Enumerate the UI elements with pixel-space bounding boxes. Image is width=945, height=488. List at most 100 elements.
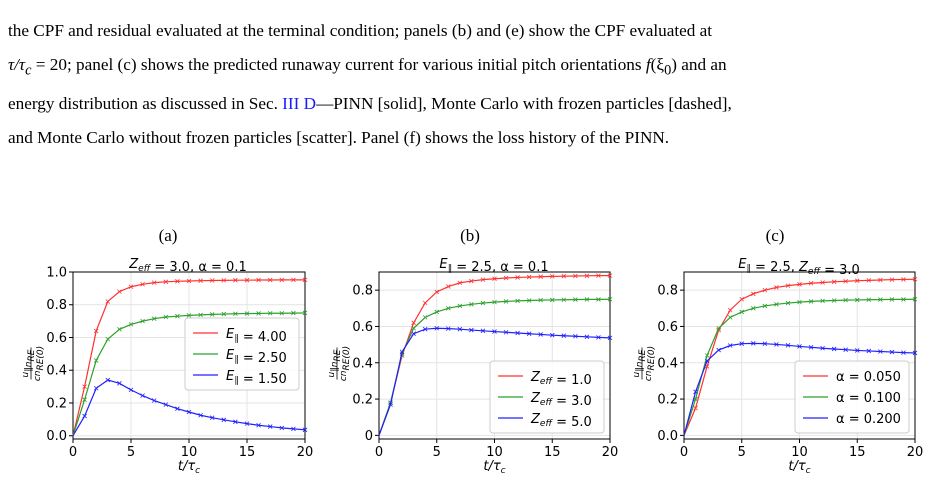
data-point-marker xyxy=(128,322,134,327)
caption-line-1-text: the CPF and residual evaluated at the te… xyxy=(8,21,713,40)
data-point-marker xyxy=(901,277,906,282)
data-point-marker xyxy=(503,329,509,335)
data-point-marker xyxy=(538,297,543,303)
data-point-marker xyxy=(843,278,848,284)
data-point-marker xyxy=(866,278,872,283)
data-point-marker xyxy=(693,405,698,411)
data-point-marker xyxy=(515,275,520,280)
x-tick-label: 20 xyxy=(297,445,314,460)
data-point-marker xyxy=(561,333,567,338)
panel-title: E∥ = 2.5, α = 0.1 xyxy=(439,257,548,275)
x-tick-label: 5 xyxy=(738,445,746,460)
x-tick-label: 20 xyxy=(907,445,924,460)
data-point-marker xyxy=(549,297,555,303)
y-tick-label: 0.6 xyxy=(657,320,678,335)
legend-label: E∥ = 2.50 xyxy=(226,348,287,366)
data-point-marker xyxy=(751,291,756,297)
caption-line-3-text: energy distribution as discussed in Sec. xyxy=(8,94,283,114)
data-point-marker xyxy=(727,315,733,320)
data-point-marker xyxy=(163,314,169,320)
data-point-marker xyxy=(820,345,825,351)
x-axis-label: t/τc xyxy=(178,459,200,476)
y-tick-label: 0.6 xyxy=(46,331,67,346)
data-point-marker xyxy=(82,397,87,402)
data-point-marker xyxy=(584,273,590,279)
data-point-marker xyxy=(561,273,567,279)
data-point-marker xyxy=(117,381,122,386)
legend-label: Zeff = 1.0 xyxy=(530,370,592,388)
data-point-marker xyxy=(422,315,428,320)
data-point-marker xyxy=(244,277,250,283)
legend-box xyxy=(489,360,605,434)
legend-label: α = 0.050 xyxy=(836,370,901,385)
data-point-marker xyxy=(186,278,192,284)
data-point-marker xyxy=(469,302,474,307)
y-tick-label: 0.8 xyxy=(657,284,678,299)
data-point-marker xyxy=(151,398,157,403)
data-point-marker xyxy=(573,297,578,302)
data-point-marker xyxy=(785,343,791,348)
x-tick-label: 10 xyxy=(181,445,198,460)
caption-f: f xyxy=(645,55,651,74)
caption-line-3-tail: —PINN [solid], Monte Carlo with frozen p… xyxy=(316,94,732,114)
data-point-marker xyxy=(573,273,578,279)
x-tick-label: 15 xyxy=(239,445,256,460)
data-point-marker xyxy=(151,316,157,321)
caption-xi: (ξ xyxy=(650,55,665,74)
data-point-marker xyxy=(492,299,497,305)
data-point-marker xyxy=(105,336,111,342)
data-point-marker xyxy=(866,297,872,303)
data-point-marker xyxy=(198,412,203,418)
x-tick-label: 10 xyxy=(791,445,808,460)
panel-b-label: (b) xyxy=(460,226,480,245)
section-reference-link[interactable]: III D xyxy=(282,94,317,114)
data-point-marker xyxy=(596,273,601,278)
data-point-marker xyxy=(751,306,756,311)
data-point-marker xyxy=(221,278,227,283)
data-point-marker xyxy=(93,328,99,334)
y-tick-label: 0.0 xyxy=(657,429,678,444)
data-point-marker xyxy=(808,299,814,304)
data-point-marker xyxy=(831,346,837,352)
data-point-marker xyxy=(878,297,883,302)
y-label-denominator: cnRE(0) xyxy=(644,346,657,381)
data-point-marker xyxy=(221,311,227,317)
data-point-marker xyxy=(774,342,779,347)
data-point-marker xyxy=(434,289,440,295)
data-point-marker xyxy=(704,353,710,358)
data-point-marker xyxy=(762,303,768,309)
data-point-marker xyxy=(209,312,215,317)
data-point-marker xyxy=(186,409,192,415)
caption-line-4-text: and Monte Carlo without frozen particles… xyxy=(8,128,670,148)
y-tick-label: 0 xyxy=(365,429,373,444)
data-point-marker xyxy=(854,278,860,283)
data-point-marker xyxy=(607,296,613,302)
data-point-marker xyxy=(797,344,802,349)
x-tick-label: 15 xyxy=(544,445,561,460)
data-point-marker xyxy=(492,276,497,281)
caption-line-1: the CPF and residual evaluated at the te… xyxy=(8,14,938,48)
y-label-denominator: cnRE(0) xyxy=(33,346,46,381)
data-point-marker xyxy=(785,283,791,288)
y-tick-label: 0.2 xyxy=(352,393,373,408)
data-point-marker xyxy=(901,297,906,302)
y-label-numerator: u∥nRE xyxy=(21,349,37,377)
data-point-marker xyxy=(596,335,601,340)
data-point-marker xyxy=(244,311,250,316)
data-point-marker xyxy=(912,276,918,282)
data-point-marker xyxy=(785,300,791,306)
data-point-marker xyxy=(163,402,169,407)
x-tick-label: 20 xyxy=(602,445,619,460)
chart-panel-1: 0 5 10 15 20 0 0.2 0.4 0.6 0.8 E∥ = 2.5, α = 0.1 t/… xyxy=(327,257,618,476)
data-point-marker xyxy=(267,277,273,283)
data-point-marker xyxy=(140,318,145,324)
data-point-marker xyxy=(93,385,99,391)
data-point-marker xyxy=(526,274,532,280)
data-point-marker xyxy=(751,341,756,346)
panel-a-label: (a) xyxy=(158,226,178,245)
legend-label: α = 0.200 xyxy=(836,412,901,427)
y-tick-label: 1.0 xyxy=(46,266,67,281)
data-point-marker xyxy=(596,297,601,302)
data-point-marker xyxy=(279,425,285,431)
